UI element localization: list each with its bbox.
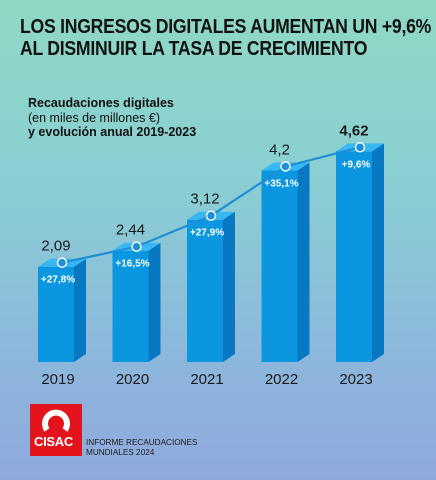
growth-label: +35,1% (264, 178, 298, 189)
data-point (131, 241, 142, 252)
year-tick-label: 2021 (190, 371, 223, 388)
report-line-2: MUNDIALES 2024 (86, 448, 155, 457)
bar-side (223, 211, 235, 362)
growth-label: +27,8% (41, 275, 75, 286)
data-point (280, 161, 291, 172)
year-tick-label: 2020 (116, 371, 149, 388)
report-name: INFORME RECAUDACIONES MUNDIALES 2024 (86, 438, 236, 458)
bar (187, 219, 223, 362)
headline-line-1: LOS INGRESOS DIGITALES AUMENTAN UN +9,6% (20, 15, 432, 38)
growth-label: +27,9% (190, 228, 224, 239)
bar (112, 250, 149, 362)
value-label: 2,09 (41, 238, 70, 255)
headline-line-2: AL DISMINUIR LA TASA DE CRECIMIENTO (20, 37, 368, 60)
bar-side (74, 258, 86, 362)
growth-label: +16,5% (115, 259, 149, 270)
value-label: 4,2 (269, 141, 290, 158)
bar-side (372, 143, 384, 362)
bar-side (148, 242, 161, 362)
value-label: 3,12 (190, 191, 219, 208)
chart-unit: (en miles de millones €) (28, 110, 160, 125)
chart-title: Recaudaciones digitales (28, 96, 174, 110)
chart-range: y evolución anual 2019-2023 (28, 125, 197, 139)
chart-caption: Recaudaciones digitales (en miles de mil… (28, 96, 196, 140)
value-label: 2,44 (116, 222, 145, 239)
year-tick-label: 2022 (265, 371, 298, 388)
data-point (354, 142, 366, 153)
data-point (205, 210, 217, 221)
bar (336, 151, 372, 362)
value-label: 4,62 (339, 122, 368, 139)
bar (38, 266, 74, 362)
year-tick-label: 2019 (41, 371, 74, 388)
headline: LOS INGRESOS DIGITALES AUMENTAN UN +9,6%… (20, 15, 432, 60)
bar-side (297, 162, 310, 362)
cisac-logo-icon (30, 404, 82, 456)
logo-text: CISAC (34, 434, 73, 449)
bar (261, 170, 298, 362)
growth-label: +9,6% (342, 159, 371, 170)
report-line-1: INFORME RECAUDACIONES (86, 438, 198, 447)
year-tick-label: 2023 (339, 371, 372, 388)
data-point (56, 257, 68, 268)
